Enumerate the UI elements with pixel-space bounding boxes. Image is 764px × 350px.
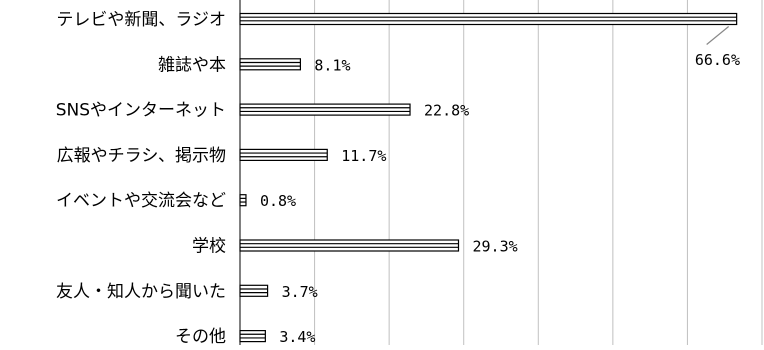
category-label: 学校	[192, 237, 226, 257]
bar-group	[239, 194, 247, 207]
bar-group	[239, 148, 328, 161]
value-label: 0.8%	[260, 192, 296, 210]
bar-group	[239, 58, 302, 71]
bar	[239, 103, 411, 116]
bar-group	[239, 284, 269, 297]
bar	[239, 194, 247, 207]
value-label: 66.6%	[695, 51, 740, 69]
category-label: 友人・知人から聞いた	[56, 282, 226, 302]
bar	[239, 330, 266, 343]
category-label: その他	[175, 327, 226, 345]
value-label: 8.1%	[314, 56, 350, 74]
value-label: 3.7%	[282, 283, 318, 301]
leader-line	[706, 26, 730, 45]
bar-group	[239, 12, 738, 26]
gridlines	[239, 0, 763, 345]
category-label: テレビや新聞、ラジオ	[56, 10, 226, 30]
bar-group	[239, 330, 266, 343]
bar	[239, 148, 328, 161]
bar	[239, 284, 269, 297]
value-label: 3.4%	[279, 328, 315, 345]
category-label: 広報やチラシ、掲示物	[57, 146, 226, 166]
category-label: SNSやインターネット	[56, 101, 226, 121]
labels: テレビや新聞、ラジオ 66.6% 雑誌や本 8.1% SNSやインターネット 22.8% 広…	[56, 10, 740, 347]
bar	[239, 12, 738, 26]
category-label: イベントや交流会など	[56, 191, 226, 211]
bar	[239, 58, 302, 71]
value-label: 11.7%	[341, 147, 386, 165]
value-label: 22.8%	[424, 102, 469, 120]
bar-group	[239, 103, 411, 116]
bar	[239, 239, 460, 252]
bar-group	[239, 239, 460, 252]
bars	[239, 12, 738, 343]
category-label: 雑誌や本	[158, 55, 226, 75]
value-label: 29.3%	[472, 238, 517, 256]
